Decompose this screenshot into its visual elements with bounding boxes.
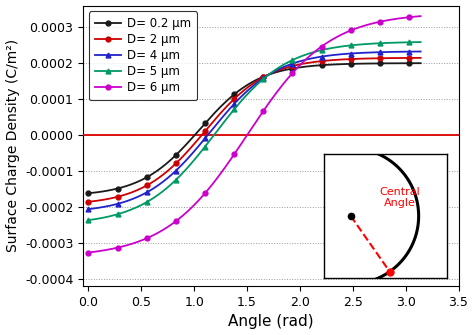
D= 0.2 μm: [294, 66, 300, 70]
Line: D= 6 μm: D= 6 μm: [86, 14, 423, 255]
D= 5 μm: [217, 125, 223, 129]
D= 6 μm: [126, 243, 131, 247]
D= 0.2 μm: [86, 191, 91, 195]
D= 4 μm: [327, 53, 333, 57]
D= 5 μm: [86, 218, 91, 222]
D= 4 μm: [126, 199, 131, 203]
D= 6 μm: [325, 40, 331, 44]
D= 4 μm: [194, 146, 200, 150]
Line: D= 5 μm: D= 5 μm: [86, 40, 423, 222]
D= 0.2 μm: [126, 183, 131, 187]
D= 0.2 μm: [217, 105, 223, 109]
D= 4 μm: [325, 54, 331, 58]
Y-axis label: Surface Charge Density (C/m²): Surface Charge Density (C/m²): [6, 39, 19, 253]
D= 2 μm: [194, 139, 200, 143]
D= 5 μm: [126, 209, 131, 213]
D= 2 μm: [418, 56, 423, 60]
D= 6 μm: [418, 14, 423, 18]
D= 2 μm: [325, 58, 331, 62]
D= 6 μm: [327, 39, 333, 43]
D= 2 μm: [294, 63, 300, 67]
D= 4 μm: [86, 207, 91, 211]
D= 0.2 μm: [418, 61, 423, 65]
D= 2 μm: [217, 112, 223, 116]
Legend: D= 0.2 μm, D= 2 μm, D= 4 μm, D= 5 μm, D= 6 μm: D= 0.2 μm, D= 2 μm, D= 4 μm, D= 5 μm, D=…: [89, 11, 197, 100]
D= 2 μm: [126, 192, 131, 196]
D= 2 μm: [327, 58, 333, 62]
D= 5 μm: [194, 155, 200, 159]
D= 4 μm: [418, 50, 423, 54]
Line: D= 4 μm: D= 4 μm: [86, 49, 423, 212]
D= 0.2 μm: [327, 63, 333, 67]
D= 4 μm: [294, 60, 300, 64]
D= 2 μm: [86, 200, 91, 204]
D= 6 μm: [86, 251, 91, 255]
D= 4 μm: [217, 118, 223, 122]
Line: D= 2 μm: D= 2 μm: [86, 55, 423, 204]
D= 5 μm: [294, 56, 300, 60]
D= 5 μm: [327, 46, 333, 50]
D= 5 μm: [418, 40, 423, 44]
D= 0.2 μm: [194, 131, 200, 135]
D= 5 μm: [325, 47, 331, 51]
D= 0.2 μm: [325, 63, 331, 67]
X-axis label: Angle (rad): Angle (rad): [228, 315, 314, 329]
D= 6 μm: [217, 172, 223, 176]
D= 6 μm: [194, 200, 200, 204]
Line: D= 0.2 μm: D= 0.2 μm: [86, 61, 423, 196]
D= 6 μm: [294, 66, 300, 70]
